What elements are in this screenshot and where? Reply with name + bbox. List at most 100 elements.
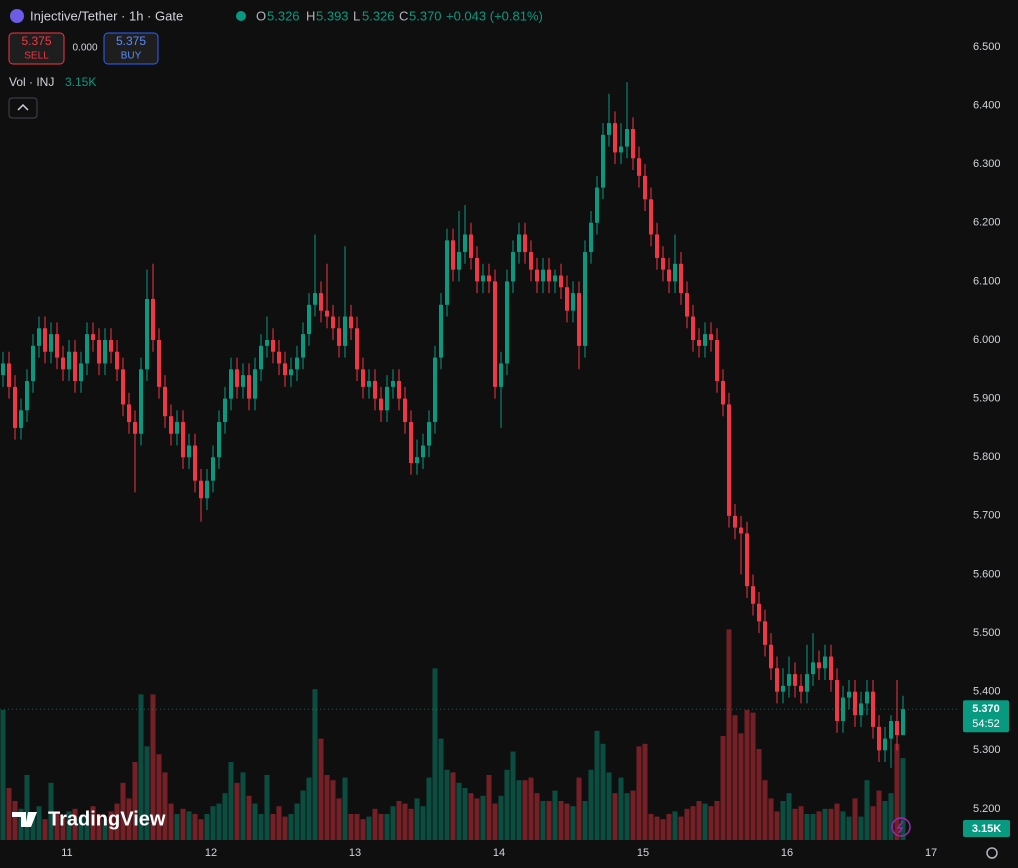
volume-bar [282,816,288,840]
volume-bar [348,814,354,840]
volume-bar [510,751,516,840]
x-tick-label: 17 [925,847,937,859]
candle-body [103,339,107,364]
x-tick-label: 14 [493,847,505,859]
candle-body [499,363,503,387]
candle-body [625,128,629,147]
volume-bar [768,798,774,840]
candle-body [181,422,185,458]
volume-bar [264,775,270,840]
candle-body [439,304,443,358]
volume-bar [720,736,726,840]
volume-bar [240,772,246,840]
candle-body [355,328,359,370]
candle-body [319,293,323,311]
symbol-icon [10,9,24,23]
sell-button[interactable] [8,32,65,65]
candle-body [283,363,287,376]
collapse-button[interactable] [8,97,38,119]
volume-bar [864,780,870,840]
volume-bar [666,814,672,840]
candle-body [271,339,275,352]
candle-body [511,252,515,282]
candle-body [835,679,839,722]
candle-body [769,644,773,669]
candle-body [427,422,431,446]
volume-bar [90,806,96,840]
candle-body [121,369,125,405]
y-tick-label: 5.300 [973,744,1001,756]
volume-bar [360,819,366,840]
volume-bar [552,790,558,840]
candle-body [265,339,269,346]
volume-bar [534,793,540,840]
candle-body [61,357,65,370]
candle-body [559,275,563,288]
candle-body [337,328,341,346]
volume-bar [30,814,36,840]
candle-body [397,381,401,399]
candle-body [331,316,335,329]
volume-bar [672,811,678,840]
candle-body [343,316,347,346]
candle-body [637,158,641,176]
candle-body [7,363,11,387]
volume-bar [840,811,846,840]
candle-body [55,334,59,358]
spread: 0.000 [72,43,97,54]
volume-bar [0,710,6,840]
candle-body [13,386,17,428]
volume-bar [780,801,786,840]
volume-bar [612,793,618,840]
candle-body [811,662,815,675]
volume-bar [396,801,402,840]
volume-bar [894,743,900,840]
candle-body [43,328,47,352]
candle-body [409,422,413,464]
x-tick-label: 11 [61,847,72,859]
candle-body [205,480,209,499]
buy-button[interactable] [103,32,159,65]
volume-bar [606,772,612,840]
volume-bar [738,733,744,840]
volume-bar [156,754,162,840]
candle-body [391,381,395,387]
candle-body [199,480,203,499]
candle-body [595,187,599,223]
candle-body [733,515,737,528]
volume-bar [168,803,174,840]
volume-bar [408,808,414,840]
buy-price: 5.375 [116,34,146,48]
candle-body [547,269,551,282]
candle-body [793,674,797,686]
candle-body [529,252,533,270]
y-tick-label: 5.700 [973,510,1001,522]
candle-body [853,691,857,716]
volume-bar [126,798,132,840]
volume-bar [582,801,588,840]
replay-icon[interactable] [891,817,911,837]
sell-label: SELL [24,51,49,62]
settings-icon[interactable] [986,847,998,859]
volume-bar [330,780,336,840]
y-tick-label: 5.800 [973,451,1001,463]
candle-body [385,386,389,411]
chart-title[interactable]: Injective/Tether · 1h · Gate [30,8,183,23]
volume-bar [222,793,228,840]
volume-bar [66,811,72,840]
candle-body [241,375,245,387]
volume-bar [630,790,636,840]
candle-body [727,404,731,516]
volume-bar [852,798,858,840]
axis-layer: 6.500 6.400 6.300 6.200 6.100 6.000 5.900 5.800… [61,41,1000,859]
brand-name[interactable]: TradingView [48,808,166,830]
volume-bar [342,777,348,840]
volume-bar [540,801,546,840]
candle-body [613,123,617,153]
volume-bar [708,806,714,840]
candle-body [193,445,197,481]
volume-bar [174,814,180,840]
volume-bar [648,814,654,840]
y-tick-label: 5.200 [973,803,1001,815]
